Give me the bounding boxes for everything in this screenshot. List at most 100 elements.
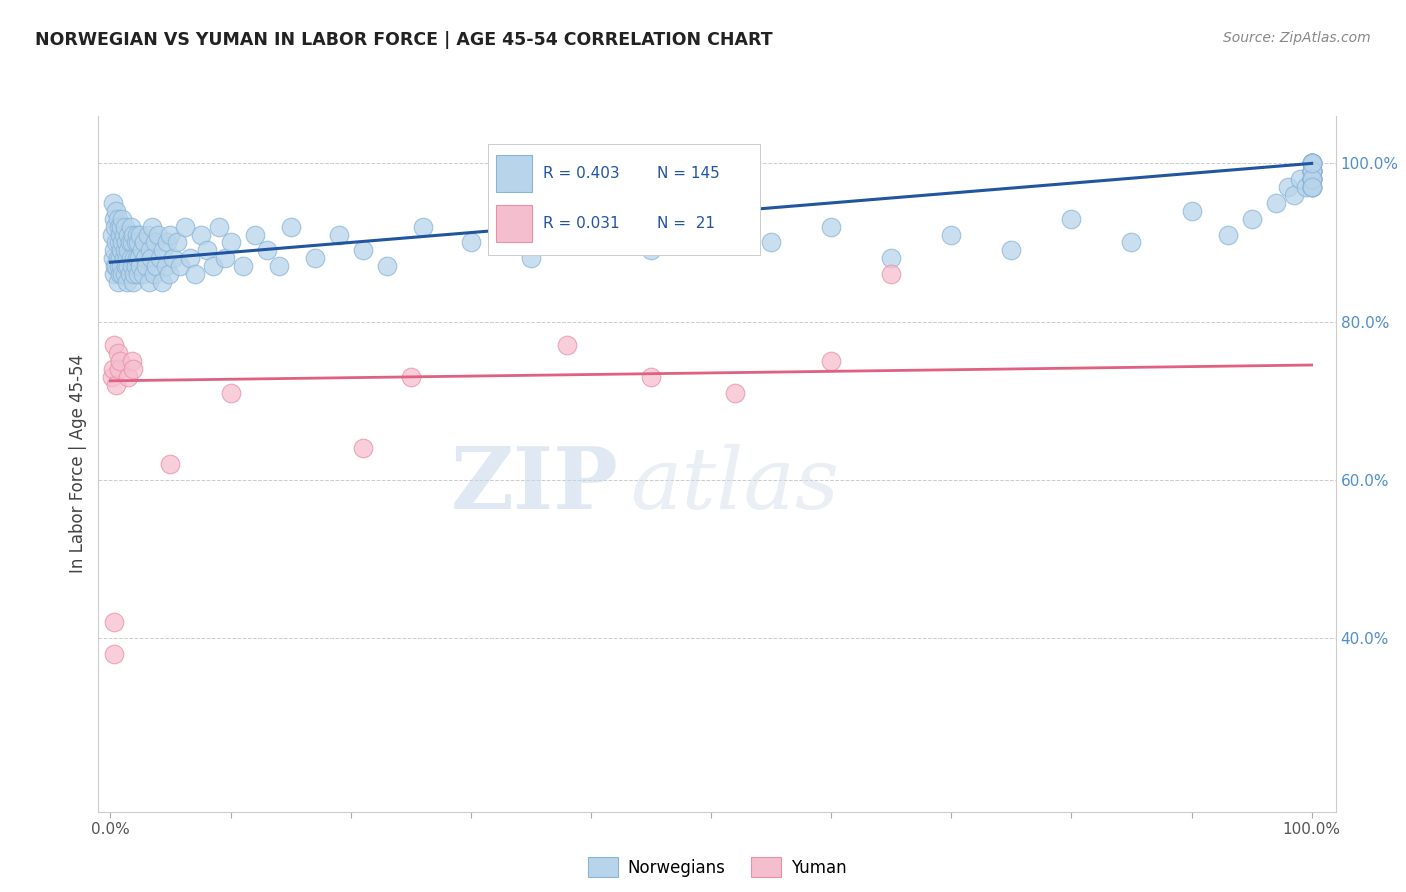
Point — [150, 275, 173, 289]
Bar — [496, 205, 531, 242]
Point — [941, 227, 963, 242]
Point — [103, 244, 125, 258]
Point — [1301, 172, 1323, 186]
Point — [101, 252, 124, 266]
Legend: Norwegians, Yuman: Norwegians, Yuman — [581, 851, 853, 883]
Point — [103, 647, 125, 661]
Point — [520, 252, 543, 266]
Point — [156, 235, 179, 250]
Point — [110, 244, 132, 258]
Point — [1301, 156, 1323, 170]
Point — [100, 370, 122, 384]
Point — [121, 259, 143, 273]
Point — [280, 219, 302, 234]
Point — [111, 235, 134, 250]
Point — [142, 267, 165, 281]
Point — [111, 211, 134, 226]
Point — [138, 275, 160, 289]
Point — [460, 235, 482, 250]
Point — [114, 244, 136, 258]
Point — [100, 227, 122, 242]
Point — [101, 196, 124, 211]
Point — [399, 370, 422, 384]
Point — [114, 219, 136, 234]
Point — [1282, 188, 1305, 202]
Point — [1277, 180, 1299, 194]
Point — [117, 259, 139, 273]
Point — [219, 385, 242, 400]
Point — [108, 267, 131, 281]
Point — [122, 227, 145, 242]
Point — [352, 441, 374, 455]
Point — [132, 267, 155, 281]
Point — [108, 219, 131, 234]
Point — [1216, 227, 1239, 242]
Point — [1060, 211, 1083, 226]
Point — [1121, 235, 1143, 250]
Point — [120, 219, 142, 234]
Point — [101, 362, 124, 376]
Point — [1000, 244, 1022, 258]
Point — [214, 252, 236, 266]
Point — [1301, 164, 1323, 178]
Point — [111, 267, 134, 281]
Point — [1301, 172, 1323, 186]
Point — [1301, 156, 1323, 170]
Point — [127, 235, 149, 250]
Point — [149, 252, 172, 266]
Point — [1301, 164, 1323, 178]
Point — [555, 338, 578, 352]
Point — [117, 275, 139, 289]
Text: ZIP: ZIP — [450, 442, 619, 526]
Point — [124, 252, 146, 266]
Point — [159, 227, 181, 242]
Point — [1301, 156, 1323, 170]
Point — [139, 244, 162, 258]
Point — [122, 275, 145, 289]
Point — [107, 275, 129, 289]
Point — [105, 377, 128, 392]
Point — [132, 235, 155, 250]
Point — [1288, 172, 1310, 186]
Point — [1301, 164, 1323, 178]
Point — [232, 259, 254, 273]
Point — [159, 457, 181, 471]
Point — [162, 252, 184, 266]
Point — [114, 267, 136, 281]
Point — [108, 362, 131, 376]
Point — [117, 252, 139, 266]
Point — [105, 259, 128, 273]
Point — [117, 227, 139, 242]
Point — [1180, 203, 1202, 218]
Y-axis label: In Labor Force | Age 45-54: In Labor Force | Age 45-54 — [69, 354, 87, 574]
Point — [104, 219, 127, 234]
Point — [640, 244, 662, 258]
Point — [124, 235, 146, 250]
Text: Source: ZipAtlas.com: Source: ZipAtlas.com — [1223, 31, 1371, 45]
Point — [375, 259, 398, 273]
Point — [1301, 164, 1323, 178]
Point — [1301, 172, 1323, 186]
Point — [1301, 164, 1323, 178]
Point — [880, 252, 903, 266]
Point — [136, 227, 159, 242]
Point — [179, 252, 201, 266]
Point — [103, 615, 125, 629]
Point — [166, 235, 188, 250]
Text: N =  21: N = 21 — [657, 217, 714, 231]
Point — [759, 235, 782, 250]
Point — [1264, 196, 1286, 211]
Point — [1301, 180, 1323, 194]
Point — [108, 227, 131, 242]
Text: atlas: atlas — [630, 443, 839, 526]
Text: R = 0.031: R = 0.031 — [543, 217, 619, 231]
Point — [129, 259, 152, 273]
Point — [145, 259, 167, 273]
Point — [128, 252, 150, 266]
Point — [328, 227, 350, 242]
Point — [143, 235, 166, 250]
Point — [125, 252, 148, 266]
Point — [155, 259, 177, 273]
Point — [820, 219, 842, 234]
Point — [115, 235, 138, 250]
